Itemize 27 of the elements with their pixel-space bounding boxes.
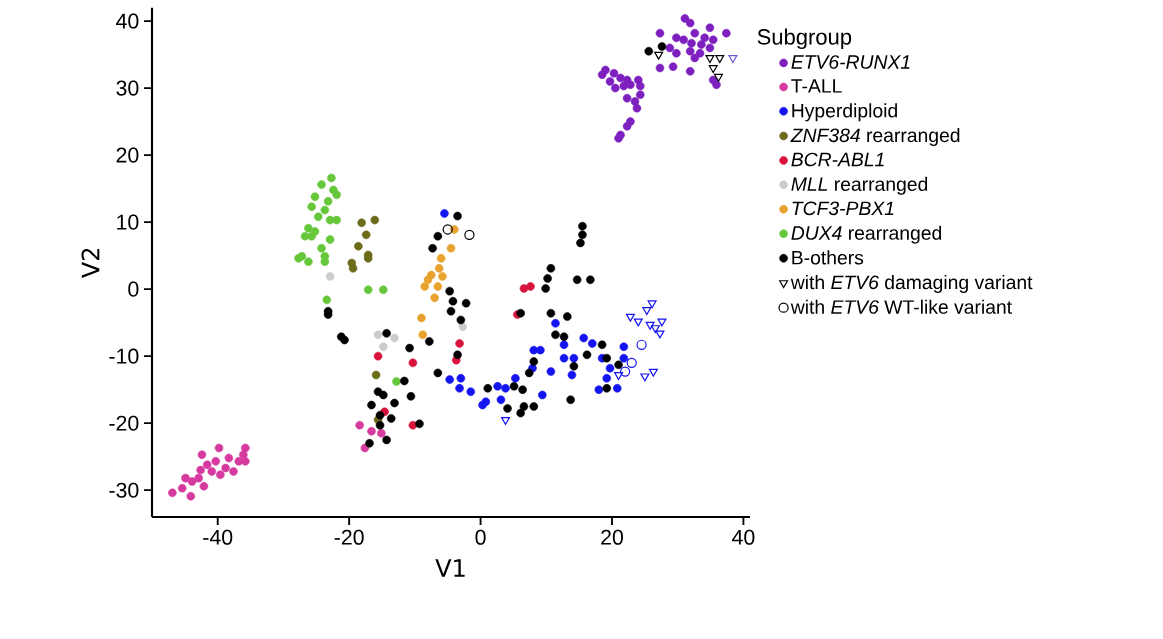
legend-label: B-others: [792, 250, 864, 265]
legend-label: Hyperdiploid: [792, 103, 897, 122]
legend-label: ZNF384 rearranged: [790, 127, 960, 146]
x-tick-label: 40: [732, 529, 755, 545]
legend-label: T-ALL: [791, 79, 842, 93]
x-tick-label: -40: [203, 529, 233, 545]
legend-title: Subgroup: [757, 28, 852, 50]
legend-label: with ETV6 damaging variant: [790, 275, 1033, 294]
legend-label: DUX4 rearranged: [791, 225, 942, 244]
y-tick-label: 0: [128, 281, 139, 297]
legend-label: BCR-ABL1: [791, 152, 884, 167]
y-tick-label: -10: [109, 348, 139, 364]
x-tick-label: 0: [475, 529, 486, 545]
y-axis-title: V2: [81, 248, 100, 278]
legend-label: ETV6-RUNX1: [791, 55, 910, 69]
y-tick-label: 10: [117, 214, 139, 230]
y-tick-label: -20: [109, 415, 139, 431]
legend-label: TCF3-PBX1: [792, 201, 894, 216]
x-tick-label: -20: [334, 529, 364, 545]
x-tick-label: 20: [601, 529, 624, 545]
legend-label: with ETV6 WT-like variant: [790, 299, 1012, 314]
y-tick-label: 20: [116, 147, 139, 163]
x-axis-title: V1: [435, 559, 465, 577]
y-tick-label: -30: [109, 482, 139, 498]
legend-label: MLL rearranged: [791, 176, 928, 195]
y-tick-label: 30: [116, 80, 139, 96]
y-tick-label: 40: [116, 13, 139, 29]
